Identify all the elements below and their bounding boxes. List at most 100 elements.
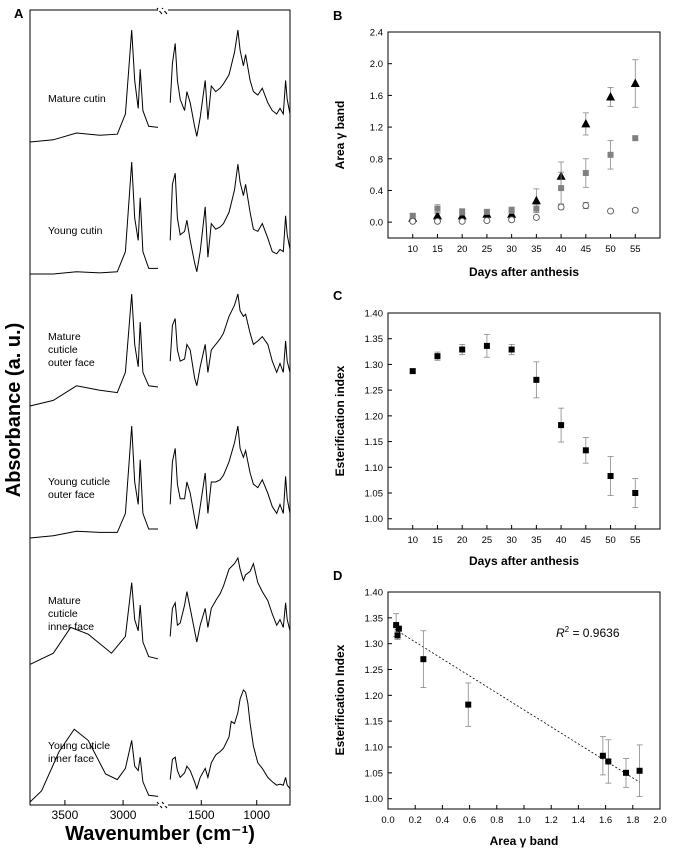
data-point-square <box>632 135 639 142</box>
ytick-label: 0.4 <box>370 186 383 197</box>
xtick-label: 50 <box>605 244 616 255</box>
panel-b-letter: B <box>333 8 342 23</box>
panel-c: Esterification index Days after anthesis… <box>333 309 661 568</box>
data-point-square <box>636 767 643 774</box>
xtick-label: 40 <box>556 535 567 546</box>
xtick-label: 50 <box>605 535 616 546</box>
data-point-square <box>409 212 416 219</box>
panel-a-xlabel: Wavenumber (cm⁻¹) <box>65 823 255 845</box>
xtick-label: 10 <box>407 244 418 255</box>
ytick-label: 1.10 <box>365 463 384 474</box>
data-point-square <box>623 769 629 776</box>
xtick-label: 30 <box>506 244 517 255</box>
data-point-square <box>607 473 614 480</box>
data-point-square <box>605 758 612 765</box>
data-point-square <box>607 151 614 158</box>
data-point-triangle <box>606 91 616 101</box>
panel-c-ylabel: Esterification index <box>333 365 347 476</box>
ytick-label: 1.15 <box>365 437 384 448</box>
panel-d-ylabel: Esterification Index <box>333 644 347 755</box>
data-point-circle <box>631 206 639 214</box>
ytick-label: 1.20 <box>365 411 384 422</box>
spectrum-left-5 <box>29 582 159 665</box>
spectrum-label-2: Young cutin <box>48 225 103 237</box>
ytick-label: 1.25 <box>365 665 384 676</box>
ytick-label: 1.05 <box>365 768 384 779</box>
data-point-square <box>558 185 565 192</box>
data-point-triangle <box>581 118 591 128</box>
xtick-label: 1.4 <box>572 815 585 826</box>
spectrum-right-5 <box>169 556 291 643</box>
xtick-label: 20 <box>457 535 468 546</box>
spectrum-right-4 <box>169 425 291 530</box>
data-point-square <box>483 342 490 349</box>
xtick-label: 0.4 <box>436 815 449 826</box>
ytick-label: 1.40 <box>365 588 384 599</box>
spectrum-label-3: Mature <box>48 331 81 343</box>
panel-a-xtick-label: 1000 <box>243 808 270 822</box>
xtick-label: 15 <box>432 535 443 546</box>
xtick-label: 45 <box>581 535 592 546</box>
xtick-label: 1.2 <box>545 815 558 826</box>
data-point-circle <box>483 217 491 225</box>
r2-base: R <box>556 626 565 640</box>
ytick-label: 1.30 <box>365 639 384 650</box>
panel-a-xtick-label: 3000 <box>110 808 137 822</box>
data-point-circle <box>557 203 565 211</box>
data-point-circle <box>532 213 540 221</box>
xtick-label: 20 <box>457 244 468 255</box>
xtick-label: 35 <box>531 244 542 255</box>
data-point-square <box>465 701 472 708</box>
spectrum-label-5: inner face <box>48 621 94 633</box>
data-point-square <box>395 625 402 632</box>
data-point-circle <box>434 217 441 225</box>
data-point-square <box>582 447 589 454</box>
data-point-square <box>533 205 540 212</box>
ytick-label: 1.20 <box>365 691 384 702</box>
data-point-square <box>558 422 565 429</box>
spectrum-label-5: cuticle <box>48 608 78 620</box>
data-point-square <box>420 656 427 663</box>
ytick-label: 1.00 <box>365 514 384 525</box>
spectrum-label-1: Mature cutin <box>48 93 106 105</box>
panel-a-xtick-label: 3500 <box>52 808 79 822</box>
xtick-label: 55 <box>630 535 641 546</box>
ytick-label: 1.15 <box>365 717 384 728</box>
data-point-square <box>508 346 515 353</box>
panel-c-letter: C <box>333 288 343 303</box>
data-point-square <box>483 208 490 215</box>
panel-d-xlabel: Area γ band <box>490 834 559 848</box>
panel-d-r2-annotation: R2 = 0.9636 <box>556 625 620 640</box>
panel-d: Esterification Index Area γ band R2 = 0.… <box>333 588 667 849</box>
panel-b-frame <box>387 31 661 239</box>
data-point-circle <box>458 217 466 225</box>
panel-b-ylabel: Area γ band <box>333 101 347 170</box>
ytick-label: 1.6 <box>370 91 383 102</box>
fit-line <box>394 628 640 783</box>
data-point-square <box>533 376 540 383</box>
ytick-label: 1.35 <box>365 334 384 345</box>
data-point-circle <box>607 207 614 215</box>
panel-c-xlabel: Days after anthesis <box>469 554 579 568</box>
xtick-label: 0.0 <box>381 815 394 826</box>
xtick-label: 55 <box>630 244 641 255</box>
ytick-label: 1.2 <box>370 123 383 134</box>
panel-a-ylabel: Absorbance (a. u.) <box>3 323 25 497</box>
ytick-label: 2.4 <box>370 28 383 39</box>
xtick-label: 2.0 <box>653 815 666 826</box>
data-point-square <box>599 752 606 759</box>
data-point-circle <box>409 217 417 225</box>
panel-d-letter: D <box>333 568 342 583</box>
xtick-label: 30 <box>506 535 517 546</box>
spectrum-label-6: Young cuticle <box>48 740 110 752</box>
spectrum-left-1 <box>29 29 159 143</box>
data-point-square <box>582 170 589 177</box>
spectrum-label-5: Mature <box>48 595 81 607</box>
data-point-triangle <box>531 195 541 205</box>
ytick-label: 1.40 <box>365 309 384 320</box>
data-point-square <box>459 208 466 215</box>
ytick-label: 1.25 <box>365 386 384 397</box>
r2-value: = 0.9636 <box>569 626 620 640</box>
